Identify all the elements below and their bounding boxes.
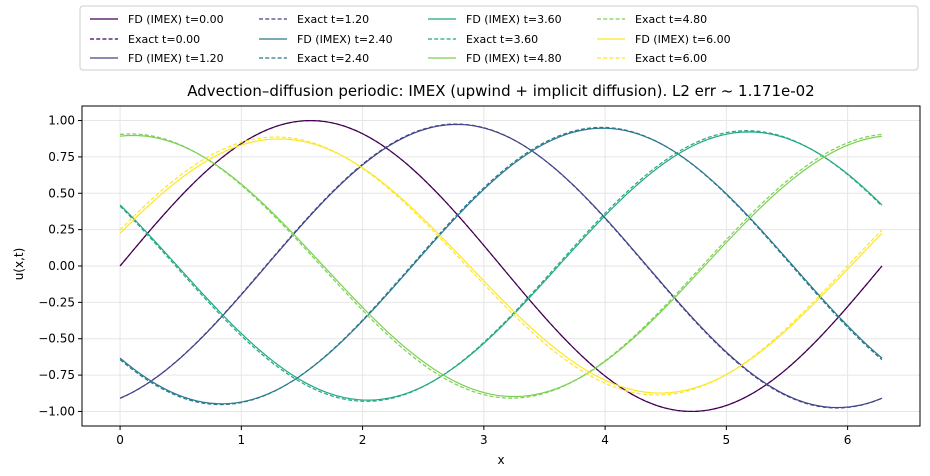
y-tick-label-1: −0.75 <box>38 368 75 382</box>
series-fd-t1-20 <box>119 123 883 409</box>
legend-label-2: FD (IMEX) t=1.20 <box>128 52 224 65</box>
legend-label-0: FD (IMEX) t=0.00 <box>128 13 224 26</box>
legend-label-4: FD (IMEX) t=2.40 <box>297 33 393 46</box>
y-tick-label-2: −0.50 <box>38 332 75 346</box>
series-exact-t3-60 <box>119 130 883 402</box>
y-axis-label: u(x,t) <box>12 248 26 281</box>
legend-frame <box>79 5 919 71</box>
y-tick-label-6: 0.50 <box>48 186 75 200</box>
series-fd-t4-80 <box>120 134 883 398</box>
series-fd-t0-00 <box>119 119 883 413</box>
x-axis-ticks: 0 1 2 3 4 5 6 <box>116 426 851 447</box>
y-tick-label-4: 0.00 <box>48 259 75 273</box>
x-tick-label-3: 3 <box>480 433 488 447</box>
legend-label-11: Exact t=6.00 <box>635 52 707 65</box>
x-tick-label-0: 0 <box>116 433 124 447</box>
chart-title: Advection–diffusion periodic: IMEX (upwi… <box>187 82 814 100</box>
legend-label-9: Exact t=4.80 <box>635 13 707 26</box>
x-tick-label-2: 2 <box>359 433 367 447</box>
series-fd-t6-00 <box>119 138 883 394</box>
y-tick-label-0: −1.00 <box>38 404 75 418</box>
legend-label-7: Exact t=3.60 <box>466 33 538 46</box>
legend-label-10: FD (IMEX) t=6.00 <box>635 33 731 46</box>
x-tick-label-5: 5 <box>723 433 731 447</box>
y-axis-ticks: −1.00 −0.75 −0.50 −0.25 0.00 0.25 0.50 0.75 1.00 <box>38 114 82 418</box>
y-tick-label-3: −0.25 <box>38 295 75 309</box>
legend-label-1: Exact t=0.00 <box>128 33 200 46</box>
x-axis-label: x <box>497 453 504 467</box>
series-exact-t6-00 <box>119 136 883 396</box>
series-group <box>119 119 883 413</box>
y-tick-label-5: 0.25 <box>48 223 75 237</box>
legend-label-6: FD (IMEX) t=3.60 <box>466 13 562 26</box>
series-fd-t2-40 <box>119 127 883 405</box>
legend-label-3: Exact t=1.20 <box>297 13 369 26</box>
legend-label-5: Exact t=2.40 <box>297 52 369 65</box>
y-tick-label-7: 0.75 <box>48 150 75 164</box>
legend-label-8: FD (IMEX) t=4.80 <box>466 52 562 65</box>
x-tick-label-1: 1 <box>238 433 246 447</box>
series-exact-t4-80 <box>120 133 883 399</box>
x-tick-label-4: 4 <box>601 433 609 447</box>
x-tick-label-6: 6 <box>844 433 852 447</box>
series-fd-t3-60 <box>119 131 883 401</box>
legend: FD (IMEX) t=0.00 Exact t=0.00 FD (IMEX) t=… <box>79 5 919 71</box>
y-tick-label-8: 1.00 <box>48 114 75 128</box>
plot-area: 0 1 2 3 4 5 6 −1.00 −0.75 −0.50 −0.25 0.00 0.25 0.50… <box>38 105 921 447</box>
